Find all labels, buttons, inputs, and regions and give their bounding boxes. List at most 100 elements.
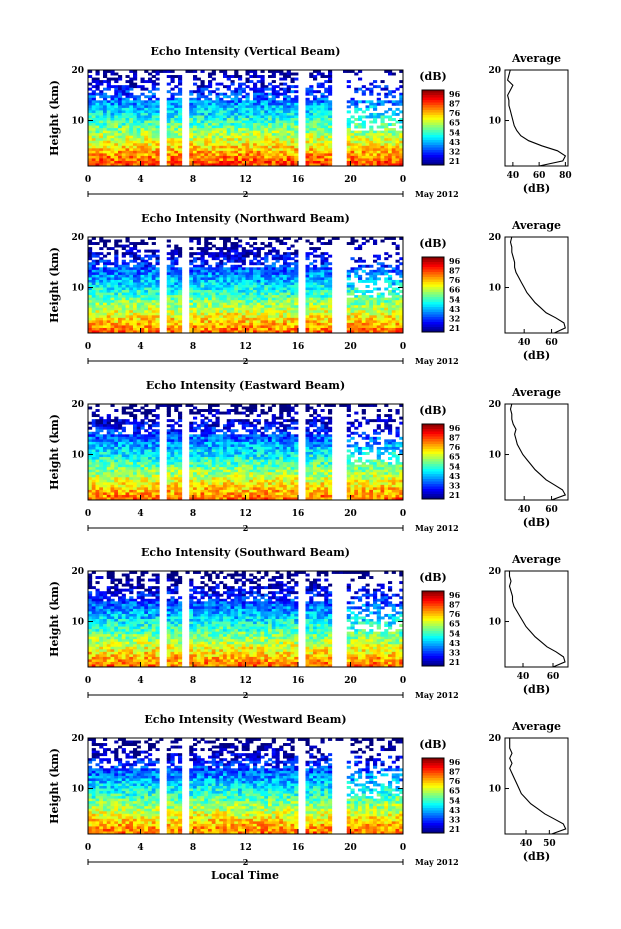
heatmap-cell bbox=[309, 292, 314, 296]
heatmap-cell bbox=[99, 477, 104, 481]
heatmap-cell bbox=[373, 242, 378, 245]
heatmap-cell bbox=[376, 112, 381, 116]
heatmap-cell bbox=[88, 441, 93, 445]
heatmap-cell bbox=[305, 264, 310, 268]
heatmap-cell bbox=[373, 145, 378, 149]
heatmap-cell bbox=[305, 315, 310, 319]
heatmap-cell bbox=[144, 325, 149, 329]
heatmap-cell bbox=[286, 317, 291, 321]
heatmap-cell bbox=[241, 327, 246, 331]
heatmap-cell bbox=[140, 130, 145, 134]
heatmap-cell bbox=[144, 158, 149, 162]
heatmap-cell bbox=[136, 297, 141, 301]
heatmap-cell bbox=[208, 130, 213, 134]
heatmap-cell bbox=[271, 300, 276, 304]
heatmap-cell bbox=[275, 155, 280, 159]
heatmap-cell bbox=[365, 327, 370, 331]
heatmap-cell bbox=[245, 287, 250, 291]
heatmap-cell bbox=[155, 112, 160, 116]
heatmap-cell bbox=[283, 312, 288, 316]
heatmap-cell bbox=[121, 274, 126, 278]
heatmap-cell bbox=[264, 145, 269, 149]
heatmap-cell bbox=[88, 120, 93, 124]
heatmap-cell bbox=[294, 322, 299, 326]
heatmap-cell bbox=[148, 160, 153, 164]
heatmap-cell bbox=[136, 95, 141, 99]
heatmap-cell bbox=[365, 285, 370, 288]
heatmap-cell bbox=[155, 307, 160, 311]
heatmap-cell bbox=[320, 107, 325, 111]
colorbar-step bbox=[422, 302, 444, 305]
heatmap-cell bbox=[313, 285, 318, 288]
heatmap-cell bbox=[208, 305, 213, 309]
heatmap-cell bbox=[140, 307, 145, 311]
heatmap-cell bbox=[391, 267, 396, 271]
heatmap-cell bbox=[114, 130, 119, 134]
heatmap-cell bbox=[144, 155, 149, 159]
heatmap-cell bbox=[114, 436, 119, 440]
heatmap-cell bbox=[121, 302, 126, 306]
heatmap-cell bbox=[271, 279, 276, 283]
heatmap-cell bbox=[320, 315, 325, 319]
heatmap-cell bbox=[361, 155, 366, 159]
heatmap-cell bbox=[358, 305, 363, 309]
heatmap-cell bbox=[391, 90, 396, 94]
heatmap-cell bbox=[245, 322, 250, 326]
heatmap-cell bbox=[189, 133, 194, 137]
heatmap-cell bbox=[136, 153, 141, 157]
heatmap-cell bbox=[328, 330, 333, 334]
heatmap-cell bbox=[208, 247, 213, 251]
heatmap-cell bbox=[373, 112, 378, 116]
heatmap-cell bbox=[294, 133, 299, 137]
heatmap-cell bbox=[369, 295, 374, 299]
heatmap-cell bbox=[354, 153, 359, 157]
heatmap-cell bbox=[174, 302, 179, 306]
heatmap-cell bbox=[148, 95, 153, 99]
heatmap-cell bbox=[208, 277, 213, 281]
heatmap-cell bbox=[388, 269, 393, 273]
heatmap-cell bbox=[103, 474, 108, 478]
colorbar-step bbox=[422, 314, 444, 318]
heatmap-cell bbox=[234, 112, 239, 116]
heatmap-cell bbox=[354, 320, 359, 324]
heatmap-cell bbox=[129, 160, 134, 164]
heatmap-cell bbox=[350, 138, 355, 142]
heatmap-cell bbox=[166, 297, 171, 301]
heatmap-cell bbox=[211, 244, 216, 248]
heatmap-cell bbox=[305, 115, 310, 119]
heatmap-cell bbox=[129, 320, 134, 324]
heatmap-cell bbox=[136, 97, 141, 101]
heatmap-cell bbox=[294, 115, 299, 119]
heatmap-cell bbox=[155, 287, 160, 291]
heatmap-cell bbox=[294, 95, 299, 99]
heatmap-cell bbox=[166, 279, 171, 283]
heatmap-cell bbox=[395, 272, 400, 276]
heatmap-cell bbox=[118, 489, 123, 493]
heatmap-cell bbox=[118, 150, 123, 154]
heatmap-cell bbox=[253, 150, 258, 154]
heatmap-cell bbox=[174, 282, 179, 286]
heatmap-cell bbox=[346, 128, 351, 132]
heatmap-cell bbox=[106, 123, 111, 126]
heatmap-cell bbox=[174, 297, 179, 301]
heatmap-cell bbox=[170, 252, 175, 256]
heatmap-cell bbox=[208, 297, 213, 301]
heatmap-cell bbox=[148, 107, 153, 111]
heatmap-cell bbox=[313, 317, 318, 321]
heatmap-cell bbox=[193, 143, 198, 147]
heatmap-cell bbox=[211, 90, 216, 94]
heatmap-cell bbox=[264, 259, 269, 263]
heatmap-cell bbox=[380, 123, 385, 126]
avg-x-tick-label: 40 bbox=[518, 338, 531, 348]
heatmap-cell bbox=[211, 317, 216, 321]
heatmap-cell bbox=[328, 163, 333, 167]
heatmap-cell bbox=[170, 87, 175, 91]
heatmap-cell bbox=[106, 477, 111, 481]
heatmap-cell bbox=[118, 85, 123, 89]
heatmap-cell bbox=[211, 254, 216, 258]
heatmap-cell bbox=[140, 297, 145, 301]
heatmap-cell bbox=[256, 87, 261, 91]
heatmap-cell bbox=[256, 320, 261, 324]
heatmap-cell bbox=[170, 279, 175, 283]
heatmap-cell bbox=[350, 310, 355, 314]
